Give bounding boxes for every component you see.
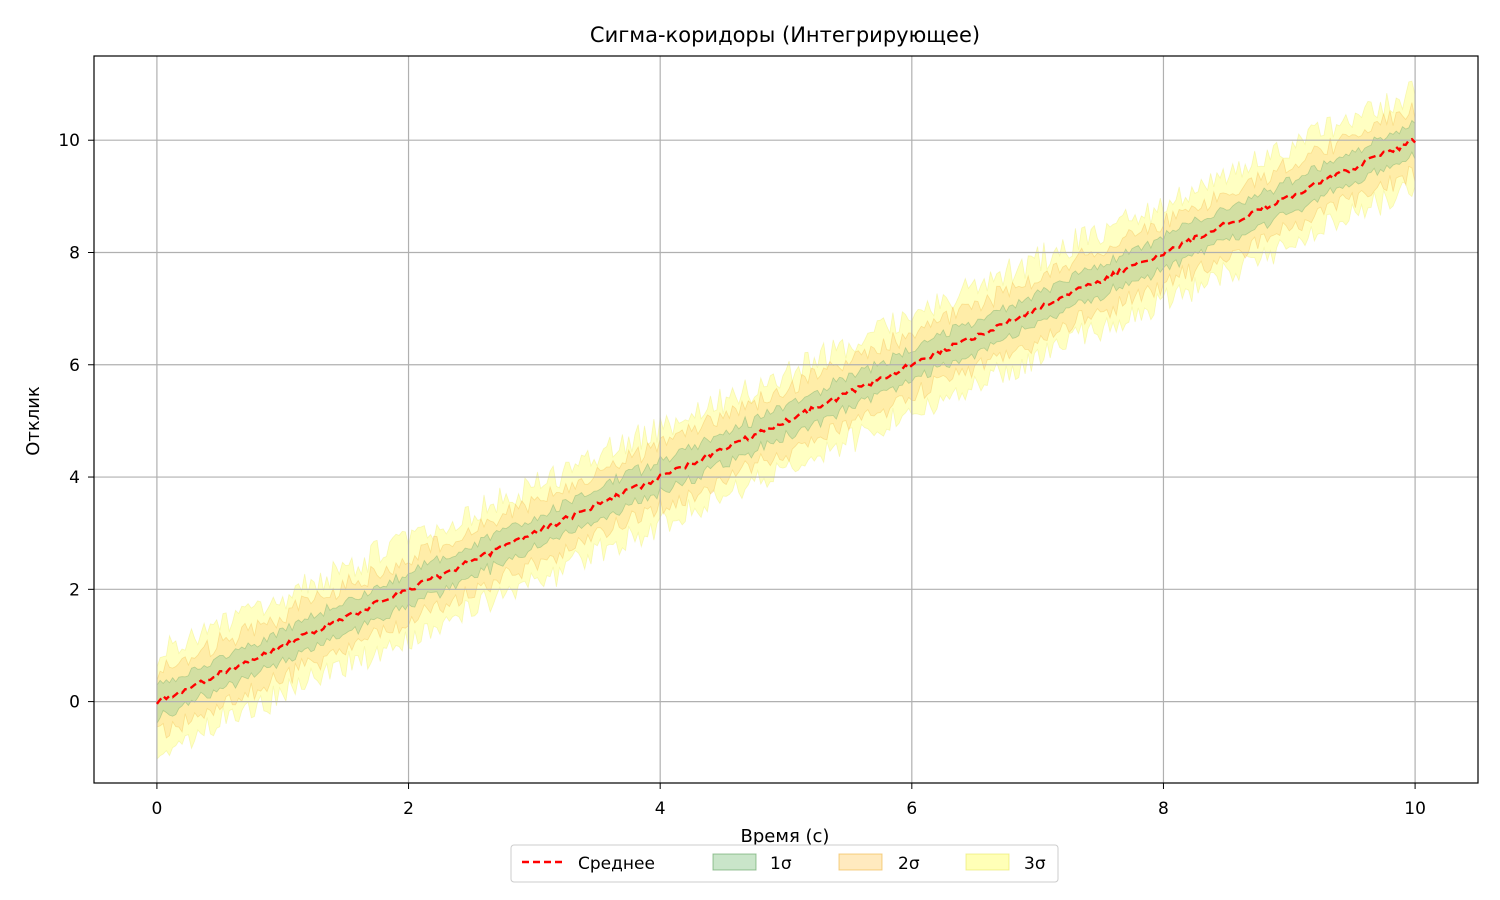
legend-3sigma-label: 3σ bbox=[1024, 854, 1046, 874]
legend-1sigma-label: 1σ bbox=[770, 854, 792, 874]
x-tick-label: 4 bbox=[655, 799, 666, 819]
x-tick-label: 10 bbox=[1404, 799, 1426, 819]
legend-1sigma-swatch bbox=[712, 853, 757, 871]
x-tick-label: 2 bbox=[403, 799, 414, 819]
x-tick-label: 0 bbox=[151, 799, 162, 819]
x-axis-ticks: 0 2 4 6 8 10 bbox=[151, 783, 1426, 819]
y-tick-label: 2 bbox=[69, 580, 80, 600]
plot-frame bbox=[93, 55, 1479, 784]
y-tick-label: 10 bbox=[58, 131, 80, 151]
legend: Среднее 1σ 2σ 3σ bbox=[510, 844, 1059, 883]
chart-title: Сигма-коридоры (Интегрирующее) bbox=[590, 23, 980, 47]
legend-mean-label: Среднее bbox=[578, 854, 655, 874]
x-axis-label: Время (с) bbox=[741, 826, 830, 847]
legend-2sigma-label: 2σ bbox=[898, 854, 920, 874]
x-tick-label: 6 bbox=[906, 799, 917, 819]
x-tick-label: 8 bbox=[1158, 799, 1169, 819]
mean-line bbox=[155, 137, 1416, 705]
y-tick-label: 0 bbox=[69, 693, 80, 713]
grid-lines bbox=[94, 56, 1478, 783]
mean-layer bbox=[155, 137, 1416, 705]
legend-3sigma-swatch bbox=[965, 853, 1010, 871]
y-tick-label: 6 bbox=[69, 356, 80, 376]
band-1sigma bbox=[156, 119, 1416, 726]
y-axis-ticks: 0 2 4 6 8 10 bbox=[58, 131, 94, 713]
plot-area bbox=[93, 55, 1479, 784]
legend-2sigma-swatch bbox=[838, 853, 883, 871]
y-tick-label: 4 bbox=[69, 468, 80, 488]
y-axis-label: Отклик bbox=[23, 386, 44, 456]
y-tick-label: 8 bbox=[69, 243, 80, 263]
legend-box bbox=[510, 844, 1059, 883]
